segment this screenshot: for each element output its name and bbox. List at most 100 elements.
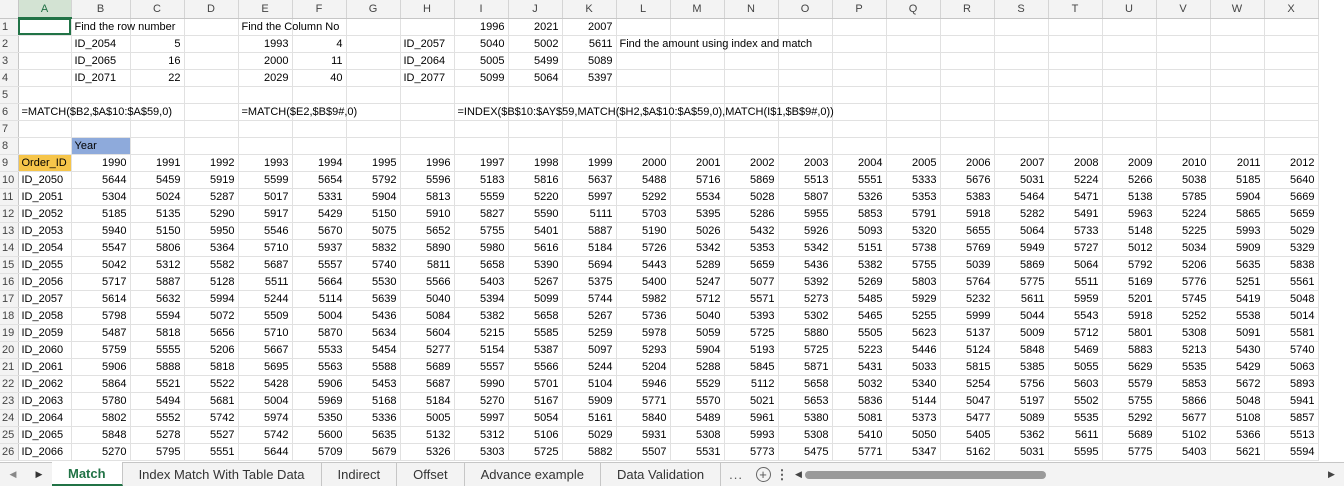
cell-o3[interactable]: [778, 52, 833, 70]
value-cell[interactable]: 5716: [670, 171, 725, 189]
value-cell[interactable]: 5244: [238, 290, 293, 308]
value-cell[interactable]: 5522: [184, 375, 239, 393]
value-cell[interactable]: 5792: [346, 171, 401, 189]
cell-b1[interactable]: Find the row number: [71, 18, 175, 36]
value-cell[interactable]: 5150: [130, 222, 185, 240]
value-cell[interactable]: 5687: [238, 256, 293, 274]
value-cell[interactable]: 5366: [1210, 426, 1265, 444]
value-cell[interactable]: 5848: [71, 426, 131, 444]
value-cell[interactable]: 5507: [616, 443, 671, 461]
value-cell[interactable]: 5929: [886, 290, 941, 308]
cell-x1[interactable]: [1264, 18, 1319, 36]
cell-h1[interactable]: [400, 18, 455, 36]
value-cell[interactable]: 5909: [1210, 239, 1265, 257]
cell-c3[interactable]: 16: [130, 52, 185, 70]
cell-x8[interactable]: [1264, 137, 1319, 155]
value-cell[interactable]: 5681: [184, 392, 239, 410]
cell-i3[interactable]: 5005: [454, 52, 509, 70]
value-cell[interactable]: 5559: [454, 188, 509, 206]
value-cell[interactable]: 5400: [616, 273, 671, 291]
cell-n8[interactable]: [724, 137, 779, 155]
value-cell[interactable]: 5687: [400, 375, 455, 393]
value-cell[interactable]: 5726: [616, 239, 671, 257]
cell-q4[interactable]: [886, 69, 941, 87]
cell-b4[interactable]: ID_2071: [71, 69, 131, 87]
cell-i4[interactable]: 5099: [454, 69, 509, 87]
value-cell[interactable]: 5533: [292, 341, 347, 359]
cell-g5[interactable]: [346, 86, 401, 104]
value-cell[interactable]: 5906: [292, 375, 347, 393]
value-cell[interactable]: 5429: [1210, 358, 1265, 376]
value-cell[interactable]: 5224: [1156, 205, 1211, 223]
row-header[interactable]: 1: [0, 18, 19, 36]
value-cell[interactable]: 5342: [670, 239, 725, 257]
value-cell[interactable]: 5293: [616, 341, 671, 359]
cell-g1[interactable]: [346, 18, 401, 36]
value-cell[interactable]: 5857: [1264, 409, 1319, 427]
column-header-r[interactable]: R: [940, 0, 995, 19]
value-cell[interactable]: 5917: [238, 205, 293, 223]
cell-d5[interactable]: [184, 86, 239, 104]
value-cell[interactable]: 5717: [71, 273, 131, 291]
value-cell[interactable]: 5701: [508, 375, 563, 393]
value-cell[interactable]: 5736: [616, 307, 671, 325]
value-cell[interactable]: 5477: [940, 409, 995, 427]
value-cell[interactable]: 5064: [1048, 256, 1103, 274]
value-cell[interactable]: 5112: [724, 375, 779, 393]
row-header[interactable]: 7: [0, 120, 19, 138]
cell-l7[interactable]: [616, 120, 671, 138]
cell-p7[interactable]: [832, 120, 887, 138]
column-header-d[interactable]: D: [184, 0, 239, 19]
value-cell[interactable]: 5244: [562, 358, 617, 376]
value-cell[interactable]: 5710: [238, 239, 293, 257]
cell-l8[interactable]: [616, 137, 671, 155]
cell-u2[interactable]: [1102, 35, 1157, 53]
order-id-cell[interactable]: ID_2066: [18, 443, 72, 461]
value-cell[interactable]: 5137: [940, 324, 995, 342]
value-cell[interactable]: 5561: [1264, 273, 1319, 291]
cell-h2[interactable]: ID_2057: [400, 35, 455, 53]
column-header-g[interactable]: G: [346, 0, 401, 19]
value-cell[interactable]: 5848: [994, 341, 1049, 359]
cell-v6[interactable]: [1156, 103, 1211, 121]
value-cell[interactable]: 5582: [184, 256, 239, 274]
cell-j5[interactable]: [508, 86, 563, 104]
year-header[interactable]: 1993: [238, 154, 293, 172]
value-cell[interactable]: 5429: [292, 205, 347, 223]
cell-q5[interactable]: [886, 86, 941, 104]
value-cell[interactable]: 5883: [1102, 341, 1157, 359]
cell-a2[interactable]: [18, 35, 72, 53]
value-cell[interactable]: 5937: [292, 239, 347, 257]
value-cell[interactable]: 5969: [292, 392, 347, 410]
cell-p2[interactable]: [832, 35, 887, 53]
row-header[interactable]: 17: [0, 290, 19, 308]
cell-m4[interactable]: [670, 69, 725, 87]
value-cell[interactable]: 5206: [184, 341, 239, 359]
order-id-cell[interactable]: ID_2055: [18, 256, 72, 274]
value-cell[interactable]: 5709: [292, 443, 347, 461]
cell-x7[interactable]: [1264, 120, 1319, 138]
value-cell[interactable]: 5505: [832, 324, 887, 342]
value-cell[interactable]: 5303: [454, 443, 509, 461]
sheet-tab-offset[interactable]: Offset: [397, 463, 465, 486]
cell-w4[interactable]: [1210, 69, 1265, 87]
value-cell[interactable]: 5918: [1102, 307, 1157, 325]
cell-e5[interactable]: [238, 86, 293, 104]
value-cell[interactable]: 5326: [832, 188, 887, 206]
value-cell[interactable]: 5390: [508, 256, 563, 274]
value-cell[interactable]: 5267: [508, 273, 563, 291]
value-cell[interactable]: 5659: [1264, 205, 1319, 223]
sheet-tab-index-match-with-table-data[interactable]: Index Match With Table Data: [123, 463, 322, 486]
value-cell[interactable]: 5382: [832, 256, 887, 274]
cell-b6[interactable]: [71, 103, 131, 121]
value-cell[interactable]: 5038: [1156, 171, 1211, 189]
value-cell[interactable]: 5215: [454, 324, 509, 342]
value-cell[interactable]: 5637: [562, 171, 617, 189]
cell-i2[interactable]: 5040: [454, 35, 509, 53]
order-id-cell[interactable]: ID_2052: [18, 205, 72, 223]
cell-s2[interactable]: [994, 35, 1049, 53]
row-header[interactable]: 6: [0, 103, 19, 121]
cell-q6[interactable]: [886, 103, 941, 121]
value-cell[interactable]: 5255: [886, 307, 941, 325]
value-cell[interactable]: 5756: [994, 375, 1049, 393]
